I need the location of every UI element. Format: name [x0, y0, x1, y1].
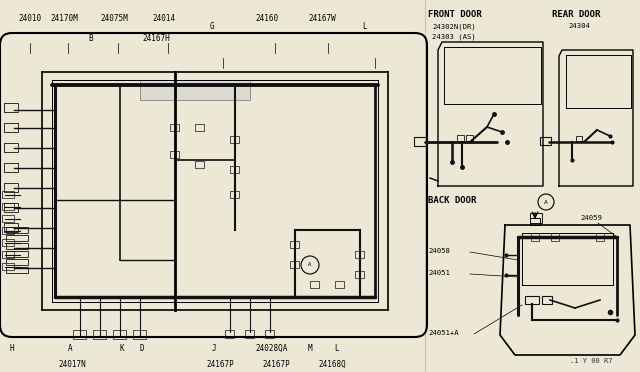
Text: 24051: 24051 — [428, 270, 450, 276]
Bar — [230, 191, 239, 198]
Text: FRONT DOOR: FRONT DOOR — [428, 10, 482, 19]
Text: 24010: 24010 — [18, 14, 41, 23]
Bar — [93, 330, 106, 339]
Text: B: B — [88, 34, 93, 43]
Bar — [530, 213, 542, 223]
Bar — [2, 203, 14, 210]
Bar — [195, 124, 204, 131]
Bar — [2, 263, 14, 270]
Bar — [170, 151, 179, 158]
Bar — [540, 137, 551, 145]
Bar — [6, 259, 28, 265]
Text: 24167H: 24167H — [142, 34, 170, 43]
Bar — [525, 296, 539, 304]
Text: K: K — [120, 344, 125, 353]
Text: 24028QA: 24028QA — [255, 344, 287, 353]
Text: .1 Y 00 R7: .1 Y 00 R7 — [570, 358, 612, 364]
Bar — [6, 267, 28, 273]
Bar — [530, 218, 540, 225]
Text: 24303 (AS): 24303 (AS) — [432, 33, 476, 39]
Bar — [2, 227, 14, 234]
Text: L: L — [362, 22, 367, 31]
Text: A: A — [544, 199, 548, 205]
Text: 24168Q: 24168Q — [318, 360, 346, 369]
Text: 24304: 24304 — [568, 23, 590, 29]
Text: 24167W: 24167W — [308, 14, 336, 23]
Text: 24058: 24058 — [428, 248, 450, 254]
Bar — [4, 103, 18, 112]
Bar — [596, 233, 604, 241]
Bar — [576, 136, 582, 141]
Bar — [225, 330, 234, 338]
Bar — [457, 135, 464, 141]
Bar — [2, 215, 14, 222]
Bar — [542, 296, 552, 304]
Text: J: J — [212, 344, 216, 353]
Bar — [140, 80, 250, 100]
Bar — [2, 191, 14, 198]
Text: 24051+A: 24051+A — [428, 330, 459, 336]
Bar — [310, 281, 319, 288]
Text: 24014: 24014 — [152, 14, 175, 23]
Bar — [4, 223, 18, 232]
Bar — [414, 137, 427, 146]
Bar — [4, 143, 18, 152]
Text: BACK DOOR: BACK DOOR — [428, 196, 476, 205]
Bar — [113, 330, 126, 339]
Bar — [355, 271, 364, 278]
Bar — [355, 251, 364, 258]
Bar — [195, 161, 204, 168]
Text: 24160: 24160 — [255, 14, 278, 23]
Bar — [230, 136, 239, 143]
Text: REAR DOOR: REAR DOOR — [552, 10, 600, 19]
Text: 24170M: 24170M — [50, 14, 77, 23]
Bar — [4, 163, 18, 172]
Text: 24302N(DR): 24302N(DR) — [432, 23, 476, 29]
Text: 24017N: 24017N — [58, 360, 86, 369]
Bar — [2, 239, 14, 246]
Bar — [265, 330, 274, 338]
Bar — [73, 330, 86, 339]
Bar — [245, 330, 254, 338]
Text: 24075M: 24075M — [100, 14, 128, 23]
Text: L: L — [334, 344, 339, 353]
Bar — [4, 183, 18, 192]
Text: A: A — [68, 344, 72, 353]
Text: H: H — [10, 344, 15, 353]
Bar — [6, 243, 28, 249]
Text: D: D — [140, 344, 145, 353]
Bar — [133, 330, 146, 339]
Bar — [335, 281, 344, 288]
Text: 24059: 24059 — [580, 215, 602, 221]
Bar — [290, 261, 299, 268]
Bar — [6, 227, 28, 233]
Bar — [170, 124, 179, 131]
Bar — [531, 233, 539, 241]
Bar — [230, 166, 239, 173]
Text: 24167P: 24167P — [206, 360, 234, 369]
Bar — [466, 135, 473, 141]
Bar — [6, 251, 28, 257]
Text: G: G — [210, 22, 214, 31]
Bar — [4, 123, 18, 132]
Text: A: A — [308, 263, 312, 267]
Text: 24167P: 24167P — [262, 360, 290, 369]
Bar — [6, 235, 28, 241]
Bar — [2, 251, 14, 258]
Bar — [551, 233, 559, 241]
Bar — [4, 203, 18, 212]
Bar — [290, 241, 299, 248]
Text: M: M — [308, 344, 312, 353]
